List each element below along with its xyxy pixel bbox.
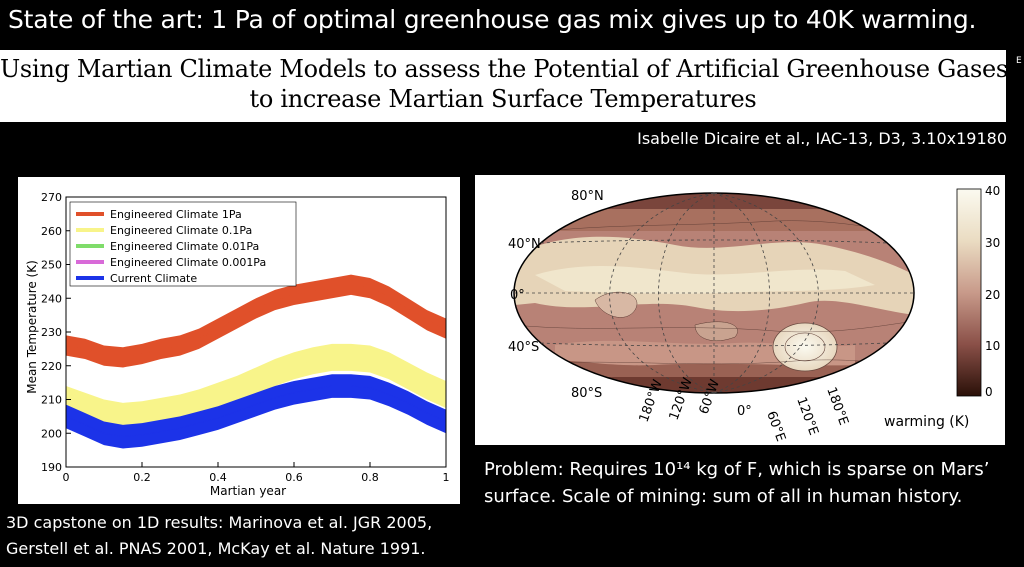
legend-label-3: Engineered Climate 0.001Pa [110, 256, 266, 269]
series-band-1 [66, 343, 446, 430]
colorbar-ticks: 0 10 20 30 40 [985, 184, 1000, 399]
series-band-0 [66, 274, 446, 368]
lat-label-40s: 40°S [508, 340, 539, 355]
series-line-4 [65, 385, 447, 438]
lon-label-60e: 60°E [763, 409, 788, 444]
problem-text: Problem: Requires 10¹⁴ kg of F, which is… [484, 459, 990, 507]
lat-label-0: 0° [510, 288, 525, 303]
x-tick-label: 1 [443, 471, 450, 484]
series-line-1 [65, 356, 447, 417]
lon-label-0: 0° [737, 404, 752, 419]
x-tick-label: 0 [63, 471, 70, 484]
series-line-0 [65, 284, 447, 358]
slide-title: State of the art: 1 Pa of optimal greenh… [8, 5, 977, 34]
x-tick-label: 0.4 [209, 471, 227, 484]
lat-label-80n: 80°N [571, 189, 604, 204]
colorbar-label: warming (K) [884, 414, 969, 430]
colorbar-tick-0: 0 [985, 385, 993, 399]
paper-title-box: Using Martian Climate Models to assess t… [0, 50, 1008, 122]
lat-label-40n: 40°N [508, 237, 541, 252]
plot-area [65, 274, 447, 449]
colorbar [956, 188, 982, 397]
edge-mark: E [1016, 56, 1022, 66]
y-tick-label: 190 [41, 461, 62, 474]
lat-label-80s: 80°S [571, 386, 602, 401]
colorbar-tick-30: 30 [985, 236, 1000, 250]
warming-map-panel: 80°N 40°N 0° 40°S 80°S 180°W 120°W 60°W … [475, 175, 1005, 445]
legend-label-4: Current Climate [110, 272, 197, 285]
legend-label-2: Engineered Climate 0.01Pa [110, 240, 259, 253]
legend-label-1: Engineered Climate 0.1Pa [110, 224, 252, 237]
y-tick-label: 260 [41, 225, 62, 238]
y-tick-label: 210 [41, 394, 62, 407]
y-tick-label: 200 [41, 427, 62, 440]
paper-title-line-2: to increase Martian Surface Temperatures [249, 85, 757, 113]
colorbar-tick-40: 40 [985, 184, 1000, 198]
legend-box [69, 201, 297, 287]
temperature-chart: 190 200 210 220 230 240 250 260 270 0 0.2 0.4 0.6 0.8… [25, 191, 450, 498]
x-tick-label: 0.2 [133, 471, 151, 484]
y-tick-label: 250 [41, 259, 62, 272]
map-field [514, 193, 914, 393]
lon-label-120e: 120°E [793, 395, 821, 437]
x-tick-label: 0.6 [285, 471, 303, 484]
y-tick-label: 230 [41, 326, 62, 339]
colorbar-tick-10: 10 [985, 339, 1000, 353]
y-tick-label: 270 [41, 191, 62, 204]
chart-axes: 190 200 210 220 230 240 250 260 270 0 0.2 0.4 0.6 0.8… [41, 191, 450, 484]
x-axis-label: Martian year [210, 484, 286, 498]
legend-label-0: Engineered Climate 1Pa [110, 208, 242, 221]
capstone-text: 3D capstone on 1D results: Marinova et a… [6, 513, 433, 558]
y-tick-label: 220 [41, 360, 62, 373]
lon-label-180e: 180°E [823, 385, 851, 427]
series-band-4 [66, 374, 446, 449]
map-graticule [514, 192, 914, 394]
x-tick-label: 0.8 [361, 471, 379, 484]
citation: Isabelle Dicaire et al., IAC-13, D3, 3.1… [637, 129, 1007, 148]
chart-legend: Engineered Climate 1Pa Engineered Climate… [69, 201, 297, 287]
y-axis-label: Mean Temperature (K) [25, 260, 39, 394]
mars-warming-map: 80°N 40°N 0° 40°S 80°S 180°W 120°W 60°W … [508, 184, 1000, 444]
colorbar-tick-20: 20 [985, 288, 1000, 302]
paper-title-line-1: Using Martian Climate Models to assess t… [0, 55, 1008, 83]
temperature-chart-panel: 190 200 210 220 230 240 250 260 270 0 0.2 0.4 0.6 0.8… [18, 177, 460, 504]
y-tick-label: 240 [41, 292, 62, 305]
